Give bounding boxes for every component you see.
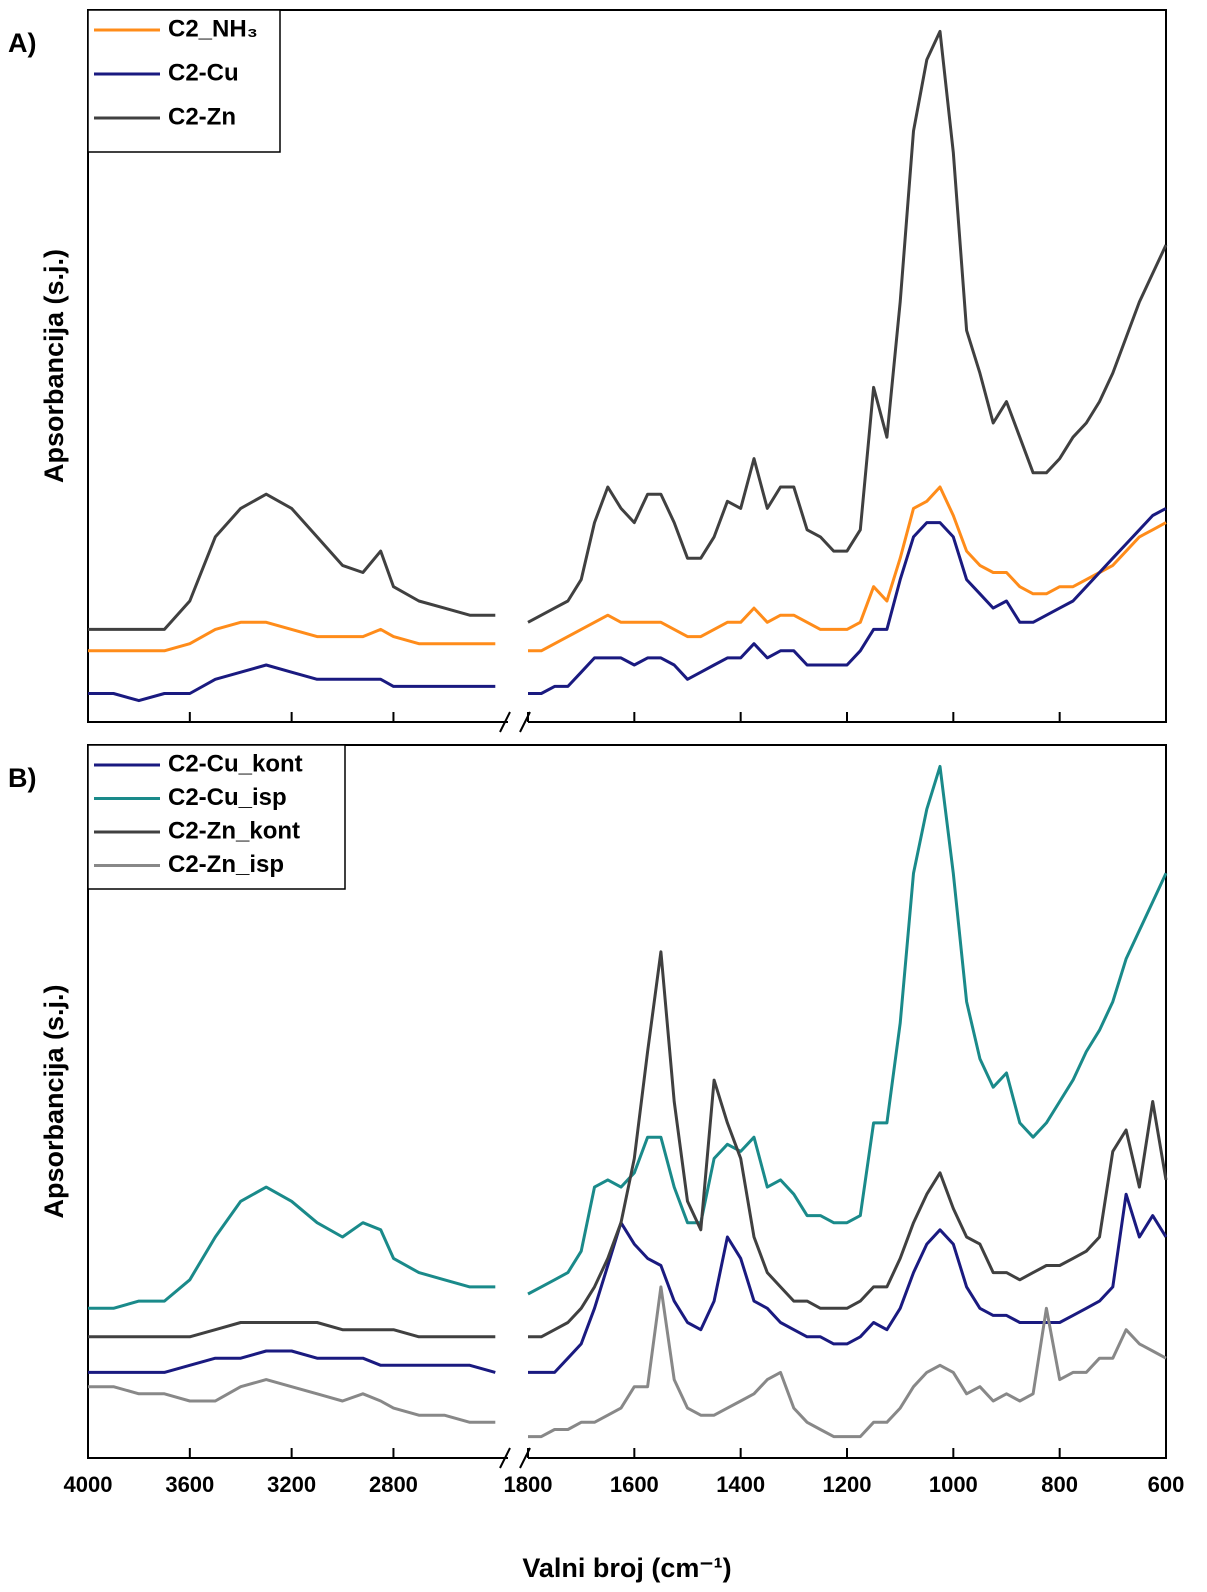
axis-break [499, 711, 531, 733]
x-tick-label: 3200 [267, 1472, 316, 1497]
legend-label: C2-Zn [168, 103, 236, 130]
x-tick-label: 1800 [504, 1472, 553, 1497]
legend-label: C2-Cu [168, 59, 239, 86]
spectrum-line [528, 485, 1167, 653]
legend-box [87, 744, 346, 890]
legend-box [87, 9, 281, 153]
x-tick-label: 2800 [369, 1472, 418, 1497]
spectrum-line [528, 1192, 1168, 1374]
spectrum-line [528, 950, 1168, 1339]
spectrum-line [88, 1349, 496, 1374]
spectrum-line [528, 507, 1167, 695]
legend-label: C2_NH₃ [168, 15, 258, 42]
y-axis-title: Apsorbancija (s.j.) [39, 984, 69, 1218]
spectrum-line [527, 764, 1168, 1296]
legend-label: C2-Cu_kont [168, 750, 303, 777]
legend-label: C2-Zn_isp [168, 851, 284, 878]
x-tick-label: 800 [1041, 1472, 1078, 1497]
panel-label: B) [8, 763, 37, 793]
spectrum-line [527, 29, 1168, 624]
panel-label: A) [8, 28, 37, 58]
legend-label: C2-Zn_kont [168, 817, 300, 844]
x-tick-label: 4000 [64, 1472, 113, 1497]
x-axis-title: Valni broj (cm⁻¹) [522, 1553, 731, 1583]
x-tick-label: 600 [1148, 1472, 1185, 1497]
legend-label: C2-Cu_isp [168, 784, 287, 811]
spectrum-line [88, 1321, 496, 1339]
spectrum-line [88, 1185, 496, 1310]
spectrum-line [88, 1378, 496, 1424]
x-tick-label: 1600 [610, 1472, 659, 1497]
x-tick-label: 3600 [165, 1472, 214, 1497]
x-tick-label: 1400 [716, 1472, 765, 1497]
spectrum-line [88, 492, 496, 631]
spectrum-line [88, 620, 496, 653]
spectrum-line [528, 1285, 1167, 1439]
spectrum-line [88, 663, 496, 703]
y-axis-title: Apsorbancija (s.j.) [39, 249, 69, 483]
x-tick-label: 1000 [929, 1472, 978, 1497]
x-tick-label: 1200 [823, 1472, 872, 1497]
axis-break [499, 1447, 531, 1469]
